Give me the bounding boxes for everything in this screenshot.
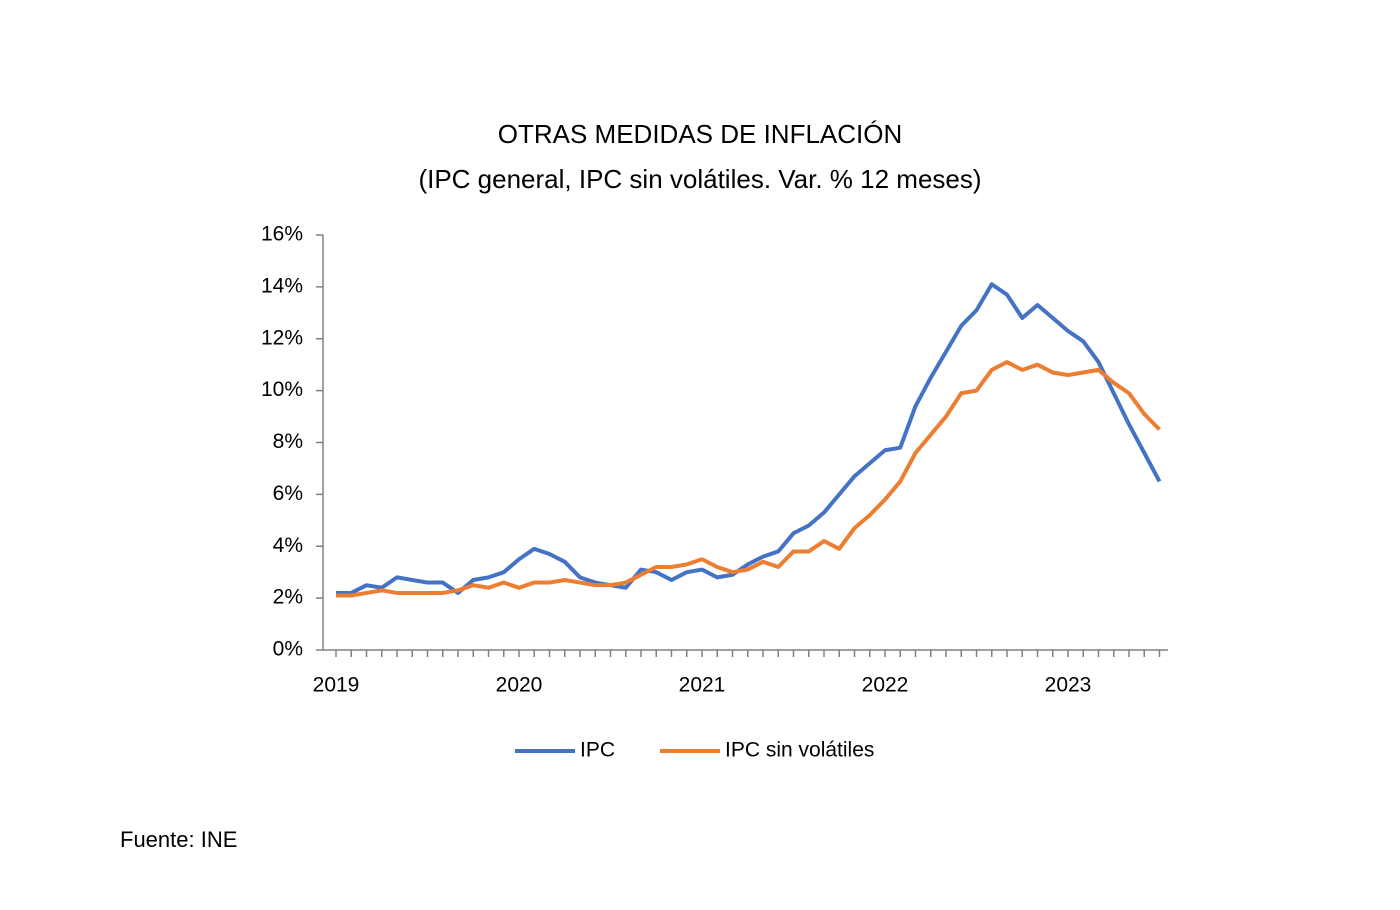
y-tick-label: 12%: [261, 326, 303, 349]
y-tick-label: 10%: [261, 378, 303, 401]
x-tick-label: 2022: [862, 674, 909, 697]
y-tick-label: 14%: [261, 274, 303, 297]
y-tick-label: 6%: [273, 482, 303, 505]
y-tick-label: 0%: [273, 638, 303, 661]
y-tick-label: 2%: [273, 586, 303, 609]
x-tick-label: 2019: [313, 674, 360, 697]
x-tick-label: 2020: [496, 674, 543, 697]
series-line: [336, 360, 1161, 598]
y-tick-label: 8%: [273, 430, 303, 453]
legend-label: IPC sin volátiles: [725, 739, 874, 762]
x-tick-label: 2021: [679, 674, 726, 697]
legend-label: IPC: [580, 739, 615, 762]
chart-title: OTRAS MEDIDAS DE INFLACIÓN: [498, 119, 903, 149]
series-line: [336, 282, 1162, 595]
chart-subtitle: (IPC general, IPC sin volátiles. Var. % …: [418, 164, 981, 194]
x-tick-label: 2023: [1045, 674, 1092, 697]
y-tick-label: 16%: [261, 223, 303, 246]
source: Fuente: INE: [120, 827, 237, 852]
y-tick-label: 4%: [273, 534, 303, 557]
